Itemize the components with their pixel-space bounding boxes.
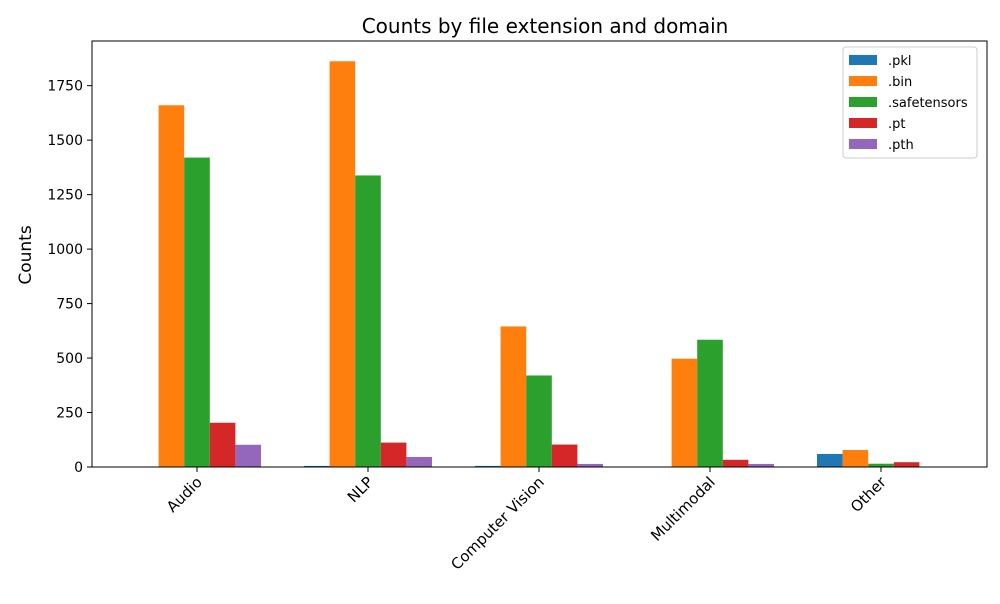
bar-pth-audio [235,444,261,467]
legend-label: .pt [888,117,905,132]
y-tick-label: 250 [56,406,83,422]
bar-pth-computer-vision [577,463,603,467]
bar-pt-other [893,462,920,467]
bar-safetensors-audio [184,157,210,467]
bar-bin-computer-vision [500,326,527,467]
x-tick-label: NLP [344,473,377,506]
bars-group [158,61,920,467]
legend-swatch [849,139,877,149]
bar-pkl-other [817,453,843,467]
x-tick-label: Computer Vision [447,473,547,573]
legend: .pkl .bin .safetensors .pt .pth [842,46,978,159]
y-tick-label: 750 [56,297,83,313]
chart-title: Counts by file extension and domain [362,14,729,38]
bar-safetensors-other [868,463,894,467]
bar-pt-audio [209,422,236,467]
legend-box [842,46,978,159]
legend-swatch [849,118,877,128]
bar-bin-other [842,450,869,467]
legend-swatch [849,55,877,65]
y-tick-label: 1250 [47,188,83,204]
legend-label: .pkl [888,54,912,69]
bar-pkl-nlp [304,465,330,467]
legend-label: .bin [888,75,912,90]
legend-swatch [849,97,877,107]
bar-pkl-computer-vision [475,465,501,467]
bar-bin-audio [158,105,185,467]
y-axis-label: Counts [16,225,36,284]
y-tick-label: 0 [74,460,83,476]
legend-label: .pth [888,138,914,153]
bar-bin-multimodal [671,358,698,467]
bar-pth-nlp [406,456,432,467]
bar-pt-multimodal [722,459,749,467]
y-tick-label: 1000 [47,242,83,258]
bar-safetensors-computer-vision [526,375,552,467]
y-ticks-group: 0 250 500 750 1000 1250 1500 1750 [47,79,92,476]
bar-safetensors-nlp [355,175,381,467]
y-tick-label: 1500 [47,133,83,149]
bar-pt-nlp [380,442,407,467]
bar-pth-multimodal [748,463,774,467]
bar-pt-computer-vision [551,444,578,467]
x-tick-label: Multimodal [647,473,719,545]
y-tick-label: 500 [56,351,83,367]
x-tick-label: Other [847,473,890,516]
bar-safetensors-multimodal [697,339,723,467]
x-tick-label: Audio [163,473,206,516]
bar-bin-nlp [329,61,356,467]
legend-swatch [849,76,877,86]
x-ticks-group: Audio NLP Computer Vision Multimodal Other [163,467,890,574]
y-tick-label: 1750 [47,79,83,95]
plot-frame [91,40,988,468]
legend-label: .safetensors [888,96,968,111]
